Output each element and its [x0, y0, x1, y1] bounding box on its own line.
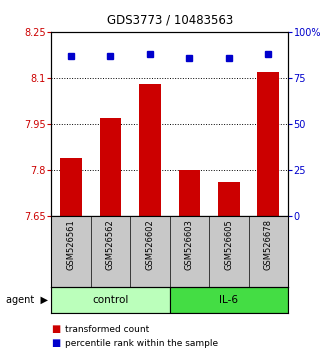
- Bar: [51, 287, 169, 313]
- Text: agent  ▶: agent ▶: [6, 295, 48, 305]
- Text: GSM526602: GSM526602: [145, 219, 155, 270]
- Text: GSM526562: GSM526562: [106, 219, 115, 270]
- Text: IL-6: IL-6: [219, 295, 238, 305]
- Bar: [218, 182, 240, 216]
- Text: ■: ■: [51, 338, 61, 348]
- Bar: [60, 158, 82, 216]
- Bar: [139, 84, 161, 216]
- Text: ■: ■: [51, 324, 61, 334]
- Text: GSM526678: GSM526678: [264, 219, 273, 270]
- Bar: [169, 287, 288, 313]
- Text: GSM526561: GSM526561: [67, 219, 75, 270]
- Text: GDS3773 / 10483563: GDS3773 / 10483563: [107, 13, 233, 27]
- Text: transformed count: transformed count: [65, 325, 149, 334]
- Text: control: control: [92, 295, 129, 305]
- Bar: [258, 72, 279, 216]
- Text: percentile rank within the sample: percentile rank within the sample: [65, 339, 218, 348]
- Text: GSM526603: GSM526603: [185, 219, 194, 270]
- Bar: [100, 118, 121, 216]
- Bar: [178, 170, 200, 216]
- Text: GSM526605: GSM526605: [224, 219, 233, 270]
